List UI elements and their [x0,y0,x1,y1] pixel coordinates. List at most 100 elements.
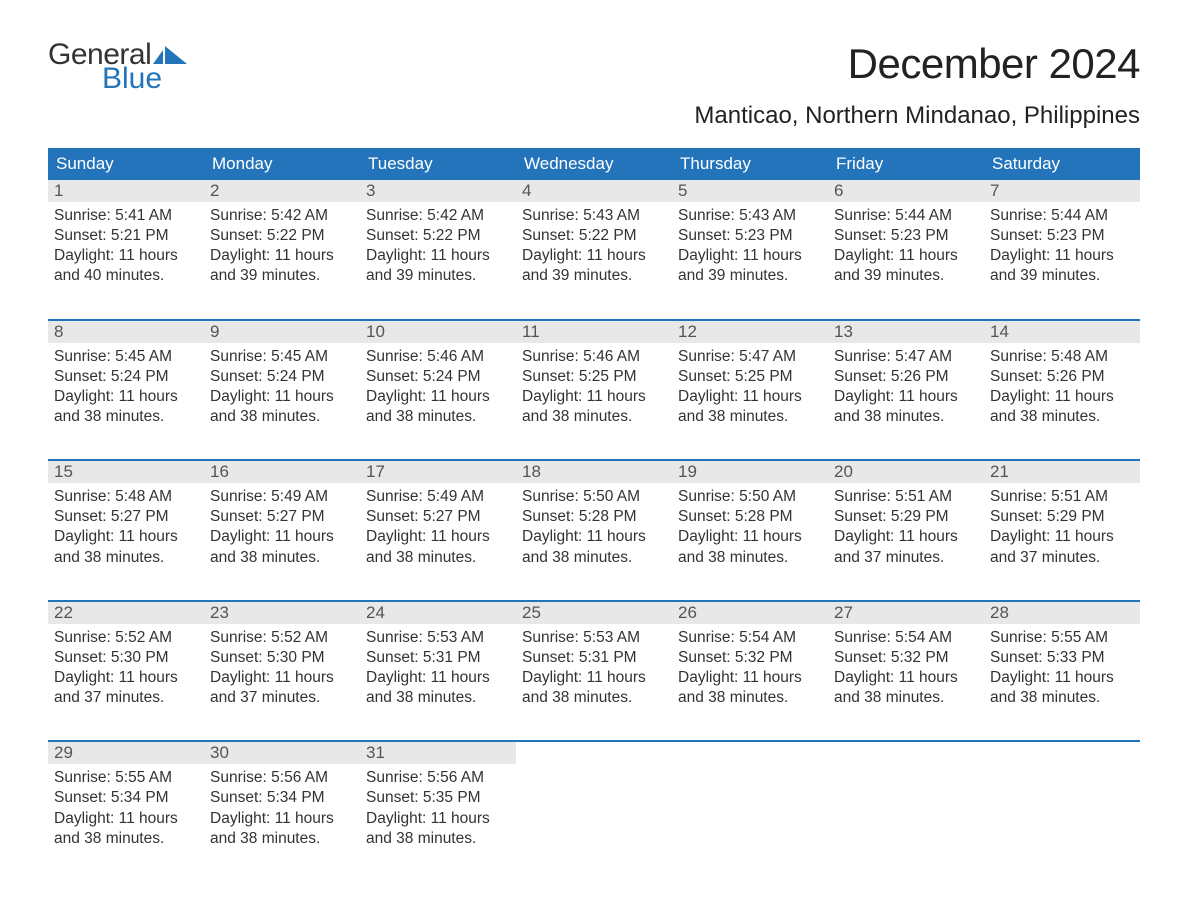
day-details: Sunrise: 5:43 AMSunset: 5:23 PMDaylight:… [672,202,828,319]
daylight-text: Daylight: 11 hours and 38 minutes. [522,527,666,567]
sunset-text: Sunset: 5:26 PM [834,367,978,387]
calendar-day: 22Sunrise: 5:52 AMSunset: 5:30 PMDayligh… [48,602,204,741]
daylight-text: Daylight: 11 hours and 38 minutes. [522,668,666,708]
calendar-week: 8Sunrise: 5:45 AMSunset: 5:24 PMDaylight… [48,319,1140,460]
sunrise-text: Sunrise: 5:49 AM [210,487,354,507]
daylight-text: Daylight: 11 hours and 37 minutes. [210,668,354,708]
calendar-day: 23Sunrise: 5:52 AMSunset: 5:30 PMDayligh… [204,602,360,741]
sunset-text: Sunset: 5:24 PM [210,367,354,387]
calendar-day: 28Sunrise: 5:55 AMSunset: 5:33 PMDayligh… [984,602,1140,741]
calendar-day: 19Sunrise: 5:50 AMSunset: 5:28 PMDayligh… [672,461,828,600]
day-details: Sunrise: 5:50 AMSunset: 5:28 PMDaylight:… [672,483,828,600]
sunset-text: Sunset: 5:33 PM [990,648,1134,668]
day-details: Sunrise: 5:49 AMSunset: 5:27 PMDaylight:… [360,483,516,600]
day-details: Sunrise: 5:47 AMSunset: 5:26 PMDaylight:… [828,343,984,460]
sunset-text: Sunset: 5:27 PM [210,507,354,527]
sunrise-text: Sunrise: 5:52 AM [210,628,354,648]
sunrise-text: Sunrise: 5:51 AM [990,487,1134,507]
day-number: 18 [516,461,672,483]
calendar-day: 20Sunrise: 5:51 AMSunset: 5:29 PMDayligh… [828,461,984,600]
weekday-friday: Friday [828,148,984,180]
day-number: 21 [984,461,1140,483]
calendar-day: 30Sunrise: 5:56 AMSunset: 5:34 PMDayligh… [204,742,360,881]
day-number: 9 [204,321,360,343]
sunrise-text: Sunrise: 5:42 AM [366,206,510,226]
day-number: 23 [204,602,360,624]
calendar-week: 15Sunrise: 5:48 AMSunset: 5:27 PMDayligh… [48,459,1140,600]
calendar-day: 12Sunrise: 5:47 AMSunset: 5:25 PMDayligh… [672,321,828,460]
day-number: 19 [672,461,828,483]
location: Manticao, Northern Mindanao, Philippines [694,102,1140,130]
day-details: Sunrise: 5:48 AMSunset: 5:27 PMDaylight:… [48,483,204,600]
calendar-day: 16Sunrise: 5:49 AMSunset: 5:27 PMDayligh… [204,461,360,600]
calendar-day: 13Sunrise: 5:47 AMSunset: 5:26 PMDayligh… [828,321,984,460]
day-number: 1 [48,180,204,202]
daylight-text: Daylight: 11 hours and 38 minutes. [678,527,822,567]
day-details: Sunrise: 5:52 AMSunset: 5:30 PMDaylight:… [204,624,360,741]
calendar-day: 27Sunrise: 5:54 AMSunset: 5:32 PMDayligh… [828,602,984,741]
daylight-text: Daylight: 11 hours and 40 minutes. [54,246,198,286]
sunrise-text: Sunrise: 5:55 AM [54,768,198,788]
sunset-text: Sunset: 5:31 PM [366,648,510,668]
day-number: 20 [828,461,984,483]
day-number: 26 [672,602,828,624]
daylight-text: Daylight: 11 hours and 39 minutes. [366,246,510,286]
day-number: 6 [828,180,984,202]
day-details: Sunrise: 5:41 AMSunset: 5:21 PMDaylight:… [48,202,204,319]
sunset-text: Sunset: 5:34 PM [210,788,354,808]
daylight-text: Daylight: 11 hours and 38 minutes. [834,387,978,427]
daylight-text: Daylight: 11 hours and 38 minutes. [678,668,822,708]
calendar-week: 29Sunrise: 5:55 AMSunset: 5:34 PMDayligh… [48,740,1140,881]
day-number: 8 [48,321,204,343]
sunset-text: Sunset: 5:21 PM [54,226,198,246]
sunset-text: Sunset: 5:35 PM [366,788,510,808]
day-number: 3 [360,180,516,202]
day-number: 12 [672,321,828,343]
day-number: 17 [360,461,516,483]
day-details: Sunrise: 5:45 AMSunset: 5:24 PMDaylight:… [48,343,204,460]
day-details: Sunrise: 5:54 AMSunset: 5:32 PMDaylight:… [672,624,828,741]
day-details: Sunrise: 5:53 AMSunset: 5:31 PMDaylight:… [516,624,672,741]
sunset-text: Sunset: 5:23 PM [678,226,822,246]
weekday-tuesday: Tuesday [360,148,516,180]
calendar-day: 26Sunrise: 5:54 AMSunset: 5:32 PMDayligh… [672,602,828,741]
day-details: Sunrise: 5:55 AMSunset: 5:33 PMDaylight:… [984,624,1140,741]
sunrise-text: Sunrise: 5:46 AM [522,347,666,367]
daylight-text: Daylight: 11 hours and 38 minutes. [54,809,198,849]
day-number: 13 [828,321,984,343]
sunrise-text: Sunrise: 5:53 AM [522,628,666,648]
day-number: 7 [984,180,1140,202]
logo: General Blue [48,40,187,94]
sunrise-text: Sunrise: 5:47 AM [834,347,978,367]
daylight-text: Daylight: 11 hours and 38 minutes. [210,527,354,567]
calendar-week: 22Sunrise: 5:52 AMSunset: 5:30 PMDayligh… [48,600,1140,741]
day-number: 29 [48,742,204,764]
calendar-day: 7Sunrise: 5:44 AMSunset: 5:23 PMDaylight… [984,180,1140,319]
sunrise-text: Sunrise: 5:54 AM [678,628,822,648]
sunrise-text: Sunrise: 5:51 AM [834,487,978,507]
sunrise-text: Sunrise: 5:41 AM [54,206,198,226]
logo-text-blue: Blue [102,64,187,94]
day-details: Sunrise: 5:46 AMSunset: 5:24 PMDaylight:… [360,343,516,460]
calendar-day: 5Sunrise: 5:43 AMSunset: 5:23 PMDaylight… [672,180,828,319]
calendar-day: . [672,742,828,881]
weekday-saturday: Saturday [984,148,1140,180]
day-details: Sunrise: 5:56 AMSunset: 5:34 PMDaylight:… [204,764,360,881]
day-number: 2 [204,180,360,202]
calendar-day: 10Sunrise: 5:46 AMSunset: 5:24 PMDayligh… [360,321,516,460]
day-number: 31 [360,742,516,764]
day-number: 28 [984,602,1140,624]
day-details: Sunrise: 5:55 AMSunset: 5:34 PMDaylight:… [48,764,204,881]
calendar-day: 4Sunrise: 5:43 AMSunset: 5:22 PMDaylight… [516,180,672,319]
day-number: 30 [204,742,360,764]
calendar-day: 11Sunrise: 5:46 AMSunset: 5:25 PMDayligh… [516,321,672,460]
day-details: Sunrise: 5:46 AMSunset: 5:25 PMDaylight:… [516,343,672,460]
daylight-text: Daylight: 11 hours and 39 minutes. [834,246,978,286]
sunrise-text: Sunrise: 5:47 AM [678,347,822,367]
daylight-text: Daylight: 11 hours and 38 minutes. [210,809,354,849]
calendar-day: 3 Sunrise: 5:42 AMSunset: 5:22 PMDaylight… [360,180,516,319]
sunset-text: Sunset: 5:22 PM [366,226,510,246]
day-details: Sunrise: 5:44 AMSunset: 5:23 PMDaylight:… [984,202,1140,319]
daylight-text: Daylight: 11 hours and 38 minutes. [54,387,198,427]
day-number: 22 [48,602,204,624]
